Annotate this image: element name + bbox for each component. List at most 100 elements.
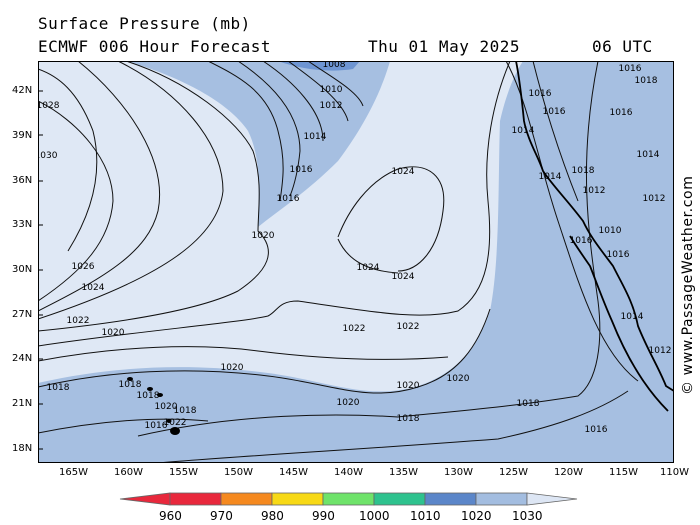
forecast-time: 06 UTC bbox=[592, 37, 653, 56]
lat-label-36n: 36N bbox=[12, 175, 33, 186]
isobar-label: 1016 bbox=[619, 64, 642, 74]
forecast-date: Thu 01 May 2025 bbox=[368, 37, 520, 56]
isobar-label: 1016 bbox=[529, 89, 552, 99]
lon-label-130w: 130W bbox=[444, 467, 473, 478]
lon-label-140w: 140W bbox=[334, 467, 363, 478]
isobar-label: 1028 bbox=[38, 101, 60, 111]
legend-swatch-1000 bbox=[373, 492, 426, 506]
isobar-label: 1020 bbox=[102, 328, 125, 338]
legend-swatch-960 bbox=[169, 492, 222, 506]
model-label: ECMWF 006 Hour Forecast bbox=[38, 37, 272, 56]
isobar-label: 1022 bbox=[343, 324, 366, 334]
pressure-map: 1008 1010 1012 1014 1016 1016 1020 1024 … bbox=[38, 61, 674, 463]
band-1010-1020-north bbox=[126, 61, 390, 227]
isobar-label: 1026 bbox=[72, 262, 95, 272]
lon-label-115w: 115W bbox=[609, 467, 638, 478]
isobar-labels: 1008 1010 1012 1014 1016 1016 1020 1024 … bbox=[38, 61, 671, 435]
isobar-label: 1016 bbox=[277, 194, 300, 204]
lat-label-33n: 33N bbox=[12, 219, 33, 230]
isobar-label: 1012 bbox=[320, 101, 343, 111]
lon-label-155w: 155W bbox=[169, 467, 198, 478]
legend-swatch-970 bbox=[220, 492, 273, 506]
legend-swatch-1020 bbox=[475, 492, 528, 506]
isobar-label: 1018 bbox=[572, 166, 595, 176]
pressure-map-svg: 1008 1010 1012 1014 1016 1016 1020 1024 … bbox=[38, 61, 674, 463]
legend-swatch-980 bbox=[271, 492, 324, 506]
isobar-label: 1016 bbox=[543, 107, 566, 117]
lon-label-110w: 110W bbox=[660, 467, 689, 478]
isobar-label: 1020 bbox=[337, 398, 360, 408]
isobar-label: 1018 bbox=[397, 414, 420, 424]
isobar-lines bbox=[38, 61, 639, 463]
legend-arrow-high bbox=[526, 492, 578, 506]
isobar-label: 1022 bbox=[164, 418, 187, 428]
legend-tick-970: 970 bbox=[210, 509, 233, 523]
isobar-label: 1014 bbox=[539, 172, 562, 182]
band-1010-1020-south bbox=[38, 61, 674, 463]
pressure-legend bbox=[119, 492, 578, 506]
isobar-label: 1022 bbox=[67, 316, 90, 326]
isobar-label: 1024 bbox=[392, 272, 415, 282]
isobar-label: 1020 bbox=[397, 381, 420, 391]
isobar-label: 1014 bbox=[512, 126, 535, 136]
legend-arrow-low bbox=[119, 492, 171, 506]
isobar-label: 1016 bbox=[570, 236, 593, 246]
legend-tick-1020: 1020 bbox=[461, 509, 492, 523]
isobar-label: 1016 bbox=[585, 425, 608, 435]
isobar-label: 1016 bbox=[290, 165, 313, 175]
map-border bbox=[38, 61, 674, 463]
isobar-label: 1020 bbox=[221, 363, 244, 373]
isobar-label: 1022 bbox=[397, 322, 420, 332]
legend-tick-990: 990 bbox=[312, 509, 335, 523]
isobar-label: 1018 bbox=[635, 76, 658, 86]
isobar-label: 1024 bbox=[82, 283, 105, 293]
isobar-label: 1020 bbox=[447, 374, 470, 384]
isobar-label: 1018 bbox=[517, 399, 540, 409]
isobar-label: 1024 bbox=[357, 263, 380, 273]
isobar-label: 1014 bbox=[621, 312, 644, 322]
lat-label-30n: 30N bbox=[12, 264, 33, 275]
isobar-label: 1018 bbox=[119, 380, 142, 390]
lon-label-165w: 165W bbox=[59, 467, 88, 478]
lat-label-39n: 39N bbox=[12, 130, 33, 141]
lon-label-145w: 145W bbox=[279, 467, 308, 478]
lon-label-125w: 125W bbox=[499, 467, 528, 478]
isobar-label: 1010 bbox=[320, 85, 343, 95]
isobar-label: 1018 bbox=[174, 406, 197, 416]
legend-tick-960: 960 bbox=[159, 509, 182, 523]
isobar-label: 1018 bbox=[137, 391, 160, 401]
lat-label-18n: 18N bbox=[12, 443, 33, 454]
isobar-label: 1024 bbox=[392, 167, 415, 177]
band-1000-1010 bbox=[278, 61, 360, 71]
legend-swatch-990 bbox=[322, 492, 375, 506]
lat-label-21n: 21N bbox=[12, 398, 33, 409]
lon-label-150w: 150W bbox=[224, 467, 253, 478]
isobar-label: 1016 bbox=[607, 250, 630, 260]
chart-title: Surface Pressure (mb) bbox=[38, 14, 251, 33]
isobar-label: 1012 bbox=[649, 346, 672, 356]
isobar-label: 1014 bbox=[637, 150, 660, 160]
lon-label-160w: 160W bbox=[114, 467, 143, 478]
isobar-label: 1030 bbox=[38, 151, 58, 161]
isobar-label: 1008 bbox=[323, 61, 346, 70]
lat-label-24n: 24N bbox=[12, 353, 33, 364]
legend-tick-1010: 1010 bbox=[410, 509, 441, 523]
watermark: © www.PassageWeather.com bbox=[680, 175, 696, 395]
isobar-label: 1012 bbox=[583, 186, 606, 196]
legend-swatch-1010 bbox=[424, 492, 477, 506]
isobar-label: 1012 bbox=[643, 194, 666, 204]
legend-tick-980: 980 bbox=[261, 509, 284, 523]
isobar-label: 1018 bbox=[47, 383, 70, 393]
legend-tick-1000: 1000 bbox=[359, 509, 390, 523]
coastline bbox=[515, 61, 674, 412]
isobar-label: 1014 bbox=[304, 132, 327, 142]
lon-label-120w: 120W bbox=[554, 467, 583, 478]
lon-label-135w: 135W bbox=[389, 467, 418, 478]
legend-tick-1030: 1030 bbox=[512, 509, 543, 523]
isobar-label: 1010 bbox=[599, 226, 622, 236]
lat-label-27n: 27N bbox=[12, 309, 33, 320]
lat-ticks bbox=[38, 90, 43, 450]
isobar-label: 1020 bbox=[155, 402, 178, 412]
isobar-label: 1016 bbox=[610, 108, 633, 118]
isobar-label: 1016 bbox=[145, 421, 168, 431]
